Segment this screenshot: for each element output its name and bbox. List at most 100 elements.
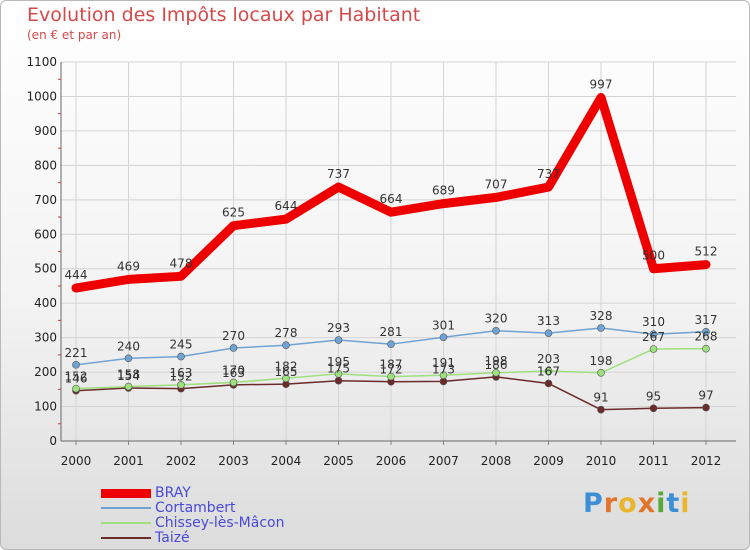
data-label-cortambert: 221 — [65, 346, 88, 360]
data-label-taiz-: 152 — [170, 370, 193, 384]
x-tick-label: 2004 — [271, 454, 302, 468]
data-point-chissey-l-s-m-con — [72, 384, 80, 393]
logo-letter: o — [618, 488, 638, 519]
data-label-chissey-l-s-m-con: 267 — [642, 330, 665, 344]
data-label-cortambert: 328 — [590, 309, 613, 323]
y-tick-label: 800 — [34, 158, 57, 172]
data-point-chissey-l-s-m-con — [124, 382, 133, 391]
logo-letter: P — [583, 488, 604, 519]
data-label-bray: 644 — [275, 199, 298, 213]
x-tick-label: 2000 — [61, 454, 92, 468]
data-label-bray: 997 — [590, 77, 613, 91]
data-point-taiz- — [702, 403, 710, 412]
legend-item-cortambert: Cortambert — [101, 500, 401, 516]
x-tick-label: 2012 — [691, 454, 722, 468]
data-point-chissey-l-s-m-con — [492, 368, 500, 377]
data-label-cortambert: 320 — [485, 312, 508, 326]
data-point-chissey-l-s-m-con — [597, 368, 605, 377]
x-tick-label: 2002 — [166, 454, 197, 468]
data-point-cortambert — [649, 330, 658, 338]
y-tick-label: 300 — [34, 331, 57, 345]
data-point-taiz- — [597, 405, 605, 414]
data-point-cortambert — [124, 354, 133, 363]
legend-item-taiz-: Taizé — [101, 530, 401, 546]
y-tick-label: 500 — [34, 262, 57, 276]
data-point-taiz- — [544, 379, 553, 388]
y-tick-label: 0 — [49, 434, 57, 448]
data-point-cortambert — [492, 326, 500, 335]
data-label-chissey-l-s-m-con: 203 — [537, 352, 560, 366]
data-label-bray: 689 — [432, 184, 455, 198]
data-point-taiz- — [334, 376, 343, 385]
chart-subtitle: (en € et par an) — [27, 28, 122, 42]
x-tick-label: 2010 — [586, 454, 617, 468]
data-point-chissey-l-s-m-con — [649, 345, 658, 353]
logo-letter: i — [656, 488, 667, 519]
data-point-cortambert — [544, 329, 553, 337]
series-line-bray — [71, 92, 711, 293]
x-tick-label: 2007 — [428, 454, 459, 468]
data-point-chissey-l-s-m-con — [334, 370, 343, 378]
data-label-bray: 737 — [327, 167, 350, 181]
y-tick-label: 1000 — [26, 89, 57, 103]
data-point-chissey-l-s-m-con — [229, 378, 238, 387]
data-label-bray: 664 — [380, 192, 403, 206]
data-point-cortambert — [702, 327, 710, 336]
data-label-cortambert: 293 — [327, 321, 350, 335]
data-label-cortambert: 281 — [380, 325, 403, 339]
data-label-bray: 469 — [117, 259, 140, 273]
data-label-taiz-: 97 — [698, 389, 713, 403]
data-label-chissey-l-s-m-con: 187 — [380, 358, 403, 372]
data-label-chissey-l-s-m-con: 195 — [327, 355, 350, 369]
x-tick-label: 2005 — [323, 454, 354, 468]
data-label-cortambert: 278 — [275, 326, 298, 340]
data-point-chissey-l-s-m-con — [439, 371, 448, 379]
legend-swatch — [101, 537, 151, 539]
data-label-chissey-l-s-m-con: 198 — [590, 354, 613, 368]
data-label-bray: 737 — [537, 167, 560, 181]
data-label-cortambert: 245 — [170, 338, 193, 352]
data-label-taiz-: 175 — [327, 362, 350, 376]
data-point-taiz- — [649, 404, 658, 413]
data-label-cortambert: 270 — [222, 329, 245, 343]
logo-letter: i — [680, 488, 691, 519]
legend: BRAY Cortambert Chissey-lès-Mâcon Taizé — [101, 485, 401, 546]
legend-label: Taizé — [155, 530, 190, 546]
y-tick-label: 100 — [34, 400, 57, 414]
data-label-taiz-: 163 — [222, 366, 245, 380]
y-tick-label: 200 — [34, 365, 57, 379]
legend-swatch — [101, 507, 151, 509]
legend-item-bray: BRAY — [101, 485, 401, 501]
x-tick-label: 2011 — [638, 454, 669, 468]
data-point-cortambert — [334, 336, 343, 344]
data-label-chissey-l-s-m-con: 268 — [695, 330, 718, 344]
y-tick-label: 400 — [34, 296, 57, 310]
y-tick-label: 600 — [34, 227, 57, 241]
data-point-chissey-l-s-m-con — [387, 372, 395, 381]
legend-item-chissey-l-s-m-con: Chissey-lès-Mâcon — [101, 515, 401, 531]
x-tick-label: 2001 — [113, 454, 144, 468]
data-label-cortambert: 317 — [695, 313, 718, 327]
x-tick-label: 2009 — [533, 454, 564, 468]
logo-letter: t — [666, 488, 681, 519]
y-tick-label: 1100 — [26, 55, 57, 69]
data-point-chissey-l-s-m-con — [177, 381, 185, 389]
legend-swatch — [101, 522, 151, 524]
data-label-taiz-: 95 — [646, 389, 661, 403]
legend-label: Cortambert — [155, 500, 236, 516]
data-point-chissey-l-s-m-con — [282, 374, 290, 383]
data-label-taiz-: 165 — [275, 365, 298, 379]
data-label-taiz-: 173 — [432, 362, 455, 376]
data-point-cortambert — [282, 341, 290, 350]
logo-letter: r — [603, 488, 619, 519]
data-point-chissey-l-s-m-con — [544, 367, 553, 375]
data-label-taiz-: 154 — [117, 369, 140, 383]
y-tick-label: 900 — [34, 124, 57, 138]
data-label-taiz-: 172 — [380, 363, 403, 377]
logo-letter: x — [637, 488, 657, 519]
data-label-bray: 444 — [65, 268, 88, 282]
legend-label: Chissey-lès-Mâcon — [155, 515, 285, 531]
x-tick-label: 2008 — [481, 454, 512, 468]
data-label-cortambert: 313 — [537, 314, 560, 328]
